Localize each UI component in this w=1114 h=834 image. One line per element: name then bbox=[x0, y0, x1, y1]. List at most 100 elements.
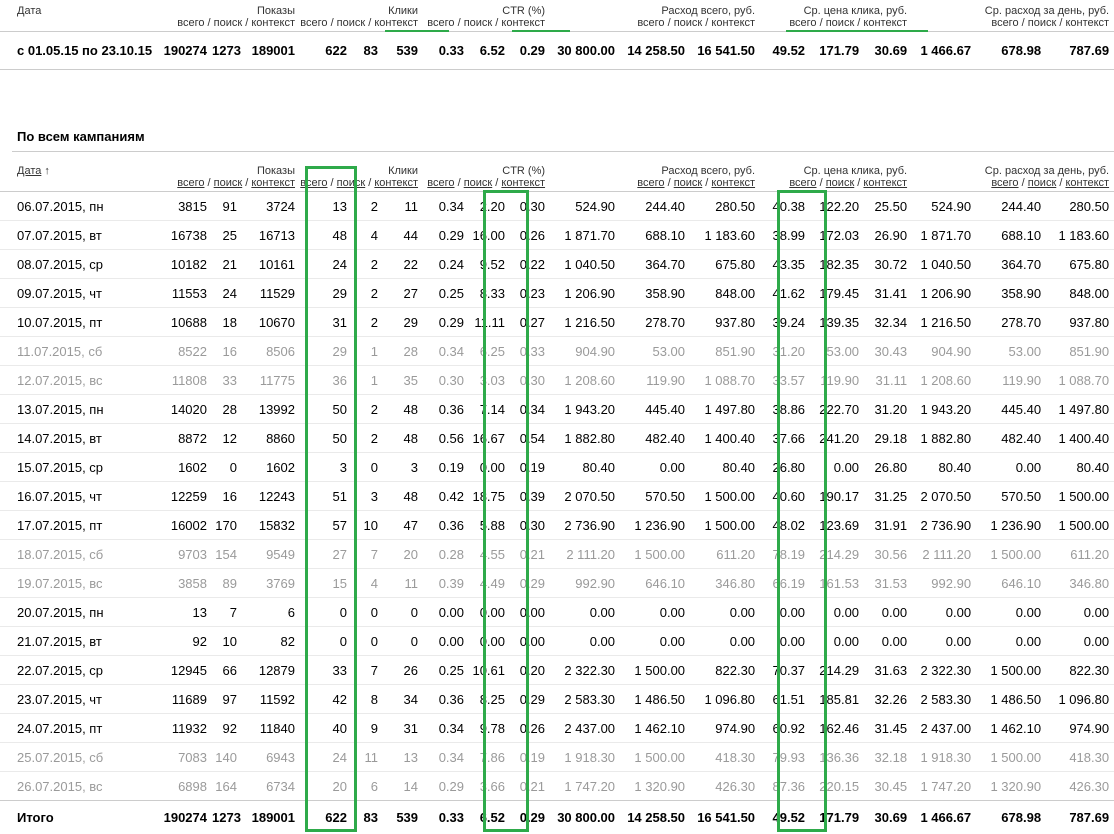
cpc-search-cell: 179.45 bbox=[810, 278, 865, 308]
clicks-search-cell: 7 bbox=[352, 539, 383, 569]
ctr-search-cell: 16.00 bbox=[469, 220, 511, 250]
shows-context-cell: 10161 bbox=[242, 249, 300, 279]
summary-row: с 01.05.15 по 23.10.15 190274 1273 189001 62… bbox=[0, 31, 1114, 70]
shows-total-cell: 8872 bbox=[157, 423, 212, 453]
cpc-total-cell: 33.57 bbox=[760, 365, 811, 395]
cpc-sort-total-link[interactable]: всего bbox=[789, 177, 817, 189]
subheader-separator: / bbox=[492, 177, 502, 189]
shows-sort-context-link[interactable]: контекст bbox=[251, 177, 295, 189]
table-row: 22.07.2015, ср 12945 66 12879 33 7 26 0.25 10.61… bbox=[0, 655, 1114, 685]
subheader-separator: / bbox=[365, 177, 375, 189]
total-date-cell: Итого bbox=[0, 800, 157, 833]
ctr-search-cell: 8.25 bbox=[469, 684, 511, 714]
daily-total-cell: 1 918.30 bbox=[912, 742, 977, 772]
ctr-subheader: всего / поиск / контекст bbox=[423, 177, 551, 192]
clicks-sort-total-link[interactable]: всего bbox=[300, 177, 328, 189]
spend-total-cell: 1 040.50 bbox=[550, 249, 621, 279]
cpc-underline bbox=[786, 30, 928, 32]
date-sort-header[interactable]: Дата ↑ bbox=[0, 160, 157, 177]
clicks-search-cell: 2 bbox=[352, 249, 383, 279]
cpc-total-cell: 40.60 bbox=[760, 481, 811, 511]
spend-total-cell: 80.40 bbox=[550, 452, 621, 482]
ctr-search-cell: 7.14 bbox=[469, 394, 511, 424]
shows-search-cell: 97 bbox=[212, 684, 242, 714]
clicks-total-cell: 29 bbox=[300, 336, 352, 366]
ctr-sort-search-link[interactable]: поиск bbox=[463, 177, 493, 189]
shows-sort-total-link[interactable]: всего bbox=[177, 177, 205, 189]
spend-sort-total-link[interactable]: всего bbox=[637, 177, 665, 189]
spend-context-cell: 426.30 bbox=[690, 771, 761, 801]
daily-search-cell: 119.90 bbox=[976, 365, 1047, 395]
clicks-total-cell: 20 bbox=[300, 771, 352, 801]
table-row: 18.07.2015, сб 9703 154 9549 27 7 20 0.28 4.55 0.… bbox=[0, 539, 1114, 569]
ctr-context-cell: 0.23 bbox=[510, 278, 551, 308]
table-row: 19.07.2015, вс 3858 89 3769 15 4 11 0.39 4.49 0.2… bbox=[0, 568, 1114, 598]
total-spend-context-cell: 16 541.50 bbox=[690, 800, 761, 833]
table-row: 06.07.2015, пн 3815 91 3724 13 2 11 0.34 2.20 0.3… bbox=[0, 191, 1114, 221]
cpc-search-cell: 119.90 bbox=[810, 365, 865, 395]
subheader-separator: / bbox=[204, 177, 214, 189]
daily-search-cell: 244.40 bbox=[976, 191, 1047, 221]
clicks-sort-search-link[interactable]: поиск bbox=[336, 177, 366, 189]
cpc-search-cell: 172.03 bbox=[810, 220, 865, 250]
spend-search-cell: 1 486.50 bbox=[620, 684, 691, 714]
subheader-separator: / bbox=[854, 177, 864, 189]
spend-sort-context-link[interactable]: контекст bbox=[711, 177, 756, 189]
ctr-context-cell: 0.00 bbox=[510, 626, 551, 656]
date-sort-link[interactable]: Дата bbox=[17, 165, 42, 177]
spend-sort-search-link[interactable]: поиск bbox=[673, 177, 703, 189]
ctr-context-cell: 0.30 bbox=[510, 510, 551, 540]
daily-search-cell: 1 320.90 bbox=[976, 771, 1047, 801]
shows-context-cell: 9549 bbox=[242, 539, 300, 569]
clicks-sort-context-link[interactable]: контекст bbox=[374, 177, 419, 189]
summary-ctr-search-cell: 6.52 bbox=[469, 31, 511, 70]
clicks-total-cell: 15 bbox=[300, 568, 352, 598]
cpc-total-cell: 41.62 bbox=[760, 278, 811, 308]
shows-total-cell: 3858 bbox=[157, 568, 212, 598]
clicks-header: Клики bbox=[388, 5, 419, 17]
cpc-search-cell: 0.00 bbox=[810, 597, 865, 627]
table-row: 16.07.2015, чт 12259 16 12243 51 3 48 0.42 18.75… bbox=[0, 481, 1114, 511]
ctr-total-cell: 0.36 bbox=[423, 510, 470, 540]
date-cell: 19.07.2015, вс bbox=[0, 568, 157, 598]
cpc-search-cell: 190.17 bbox=[810, 481, 865, 511]
spend-subheader: всего / поиск / контекст bbox=[550, 177, 761, 192]
table-row: 15.07.2015, ср 1602 0 1602 3 0 3 0.19 0.00 0.19 80… bbox=[0, 452, 1114, 482]
cpc-context-cell: 32.26 bbox=[864, 684, 913, 714]
date-cell: 13.07.2015, пн bbox=[0, 394, 157, 424]
table-row: 09.07.2015, чт 11553 24 11529 29 2 27 0.25 8.33 0… bbox=[0, 278, 1114, 308]
shows-context-cell: 12243 bbox=[242, 481, 300, 511]
cpc-context-cell: 31.11 bbox=[864, 365, 913, 395]
ctr-sort-total-link[interactable]: всего bbox=[427, 177, 455, 189]
cpc-sort-context-link[interactable]: контекст bbox=[863, 177, 908, 189]
cpc-sort-search-link[interactable]: поиск bbox=[825, 177, 855, 189]
daily-search-cell: 1 462.10 bbox=[976, 713, 1047, 743]
summary-daily-total-cell: 1 466.67 bbox=[912, 31, 977, 70]
summary-cpc-context-cell: 30.69 bbox=[864, 31, 913, 70]
cpc-total-cell: 79.93 bbox=[760, 742, 811, 772]
shows-sort-search-link[interactable]: поиск bbox=[213, 177, 243, 189]
ctr-context-cell: 0.29 bbox=[510, 568, 551, 598]
table-row: 17.07.2015, пт 16002 170 15832 57 10 47 0.36 5.8… bbox=[0, 510, 1114, 540]
total-cpc-total-cell: 49.52 bbox=[760, 800, 811, 833]
daily-sort-context-link[interactable]: контекст bbox=[1065, 177, 1110, 189]
daily-sort-total-link[interactable]: всего bbox=[991, 177, 1019, 189]
daily-context-cell: 1 497.80 bbox=[1046, 394, 1114, 424]
spend-context-cell: 80.40 bbox=[690, 452, 761, 482]
shows-context-cell: 11775 bbox=[242, 365, 300, 395]
shows-total-cell: 1602 bbox=[157, 452, 212, 482]
table-row: 14.07.2015, вт 8872 12 8860 50 2 48 0.56 16.67 0.… bbox=[0, 423, 1114, 453]
spend-search-cell: 445.40 bbox=[620, 394, 691, 424]
spend-header: Расход всего, руб. bbox=[661, 165, 756, 177]
daily-sort-search-link[interactable]: поиск bbox=[1027, 177, 1057, 189]
ctr-sort-context-link[interactable]: контекст bbox=[501, 177, 546, 189]
daily-context-cell: 1 500.00 bbox=[1046, 510, 1114, 540]
ctr-total-cell: 0.19 bbox=[423, 452, 470, 482]
clicks-context-cell: 35 bbox=[383, 365, 424, 395]
clicks-underline bbox=[385, 30, 449, 32]
daily-total-cell: 2 111.20 bbox=[912, 539, 977, 569]
shows-search-cell: 164 bbox=[212, 771, 242, 801]
daily-search-cell: 646.10 bbox=[976, 568, 1047, 598]
date-cell: 10.07.2015, пт bbox=[0, 307, 157, 337]
clicks-total-cell: 33 bbox=[300, 655, 352, 685]
